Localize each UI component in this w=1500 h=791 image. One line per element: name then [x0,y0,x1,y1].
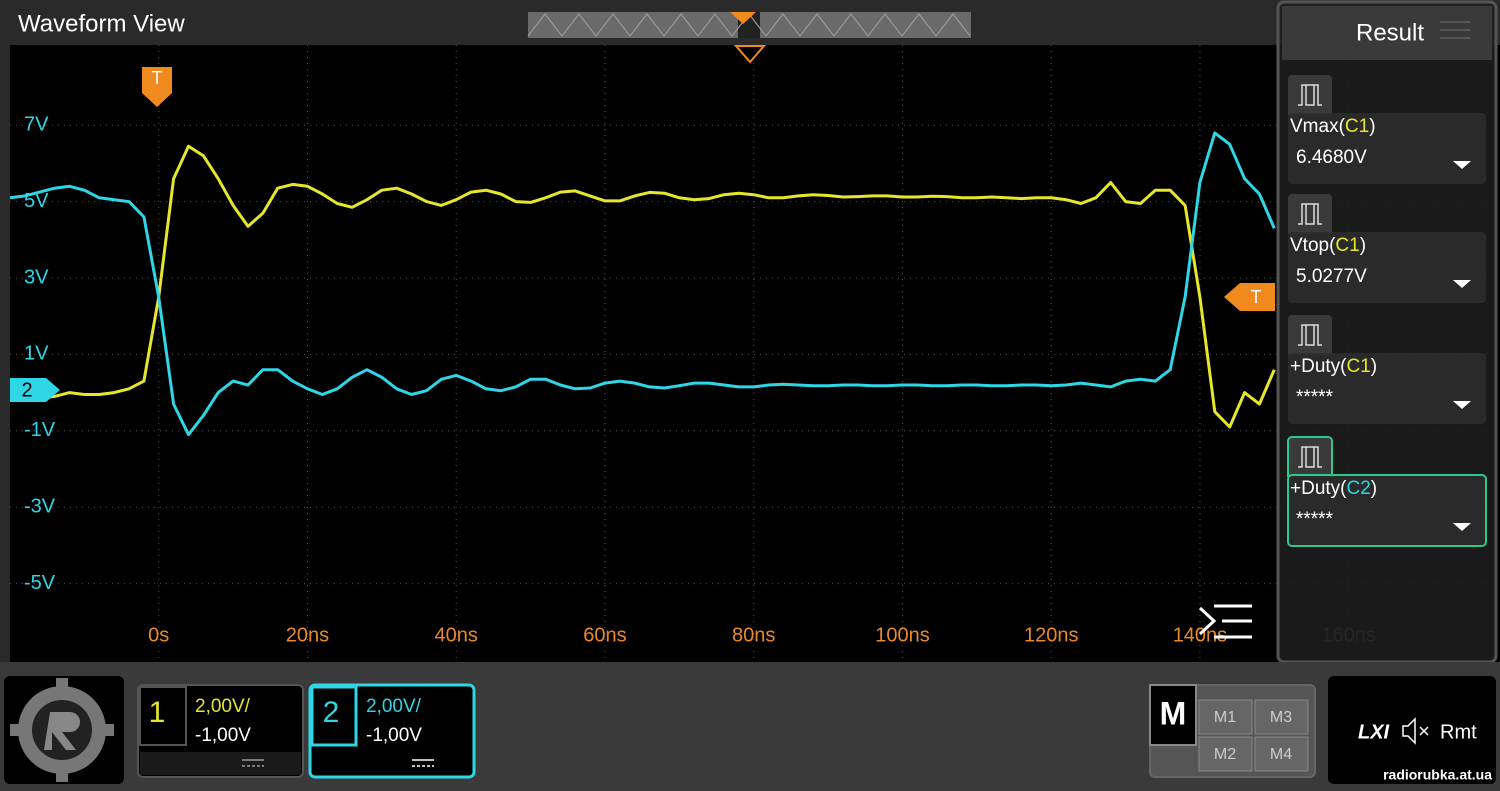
y-tick-label: 3V [24,266,49,288]
y-tick-label: -5V [24,572,56,594]
result-label-part: C1 [1335,235,1359,256]
trigger-label: T [152,68,163,88]
math-slot[interactable]: M2 [1214,746,1236,763]
lxi-status: LXI [1358,721,1390,743]
result-item[interactable]: +Duty(C1) ***** [1288,315,1486,424]
result-label: +Duty(C2) [1290,478,1377,499]
x-tick-label: 0s [148,624,169,646]
result-label-part: ) [1369,116,1375,137]
waveform [9,131,1276,437]
menu-icon[interactable] [1198,604,1252,639]
channel-2-ref-marker[interactable]: 2 [10,378,60,402]
dropdown-arrow [1453,401,1471,409]
result-label-part: C1 [1345,116,1369,137]
mute-icon [1402,717,1429,745]
result-label: Vmax(C1) [1290,116,1376,137]
math-slot[interactable]: M1 [1214,709,1236,726]
view-title: Waveform View [18,10,185,37]
channel-scale: 2,00V/ [366,696,422,717]
result-label-part: C1 [1347,356,1371,377]
channel-1-box[interactable]: 1 2,00V/ -1,00V [137,684,304,778]
y-tick-label: -1V [24,419,56,441]
math-label: M [1160,695,1187,731]
channel-offset: -1,00V [195,725,251,746]
remote-status: Rmt [1440,721,1477,743]
watermark: radiorubka.at.ua [1383,767,1492,783]
y-tick-label: 7V [24,113,49,135]
dropdown-arrow [1453,161,1471,169]
dropdown-arrow [1453,280,1471,288]
x-tick-label: 40ns [435,624,478,646]
status-panel: LXI Rmt radiorubka.at.ua [1328,676,1496,784]
result-label-part: ) [1360,235,1366,256]
math-slot[interactable]: M4 [1270,746,1292,763]
result-value: ***** [1296,509,1334,530]
trigger-level-label: T [1251,287,1262,307]
trigger-position-marker [733,45,767,64]
result-label-part: Vtop( [1290,235,1336,256]
x-tick-label: 140ns [1173,624,1228,646]
dropdown-arrow [1453,523,1471,531]
result-item[interactable]: Vmax(C1)6.4680V [1288,75,1486,184]
result-panel: Result Vmax(C1)6.4680VVtop(C1)5.0277V+Du… [1276,0,1498,664]
waveform [9,144,1276,429]
result-label-part: Vmax( [1290,116,1346,137]
x-tick-label: 120ns [1024,624,1079,646]
result-icon [1298,446,1322,468]
result-title: Result [1356,19,1424,46]
channel-offset: -1,00V [366,725,422,746]
result-label: +Duty(C1) [1290,356,1377,377]
left-border [0,0,10,791]
y-tick-label: 1V [24,343,49,365]
result-box [1287,474,1487,547]
result-value: 5.0277V [1296,266,1367,287]
result-box [1288,232,1486,303]
channel-id: 2 [323,696,340,729]
trigger-level-marker[interactable]: T [1224,283,1275,311]
result-label-part: +Duty( [1290,478,1347,499]
result-value: 6.4680V [1296,147,1367,168]
timeline-overview[interactable] [527,12,971,38]
math-panel[interactable]: M M1 M3 M2 M4 [1149,684,1316,778]
x-tick-label: 80ns [732,624,775,646]
result-tab [1287,436,1333,477]
result-icon [1298,203,1322,225]
channel-ref-label: 2 [21,379,32,401]
result-tab [1288,315,1332,355]
result-item[interactable]: Vtop(C1) 5.0277V [1288,194,1486,303]
x-tick-label: 60ns [583,624,626,646]
result-tab [1288,194,1332,234]
result-item[interactable]: +Duty(C2) ***** [1287,436,1487,547]
result-label-part: ) [1371,356,1377,377]
result-label-part: ) [1371,478,1377,499]
result-box [1288,113,1486,184]
result-label-part: C2 [1347,478,1371,499]
y-tick-label: -3V [24,495,56,517]
result-box [1288,353,1486,424]
channel-scale: 2,00V/ [195,696,251,717]
result-label: Vtop(C1) [1290,235,1366,256]
logo-button[interactable] [4,676,124,784]
math-slot[interactable]: M3 [1270,709,1292,726]
result-icon [1298,324,1322,346]
channel-2-box[interactable]: 2 2,00V/ -1,00V [308,683,476,779]
channel-id: 1 [149,696,166,729]
result-tab [1288,75,1332,115]
trigger-marker-top[interactable]: T [142,67,172,107]
result-icon [1298,84,1322,106]
result-label-part: +Duty( [1290,356,1347,377]
result-value: ***** [1296,387,1334,408]
x-tick-label: 20ns [286,624,329,646]
x-tick-label: 100ns [875,624,930,646]
